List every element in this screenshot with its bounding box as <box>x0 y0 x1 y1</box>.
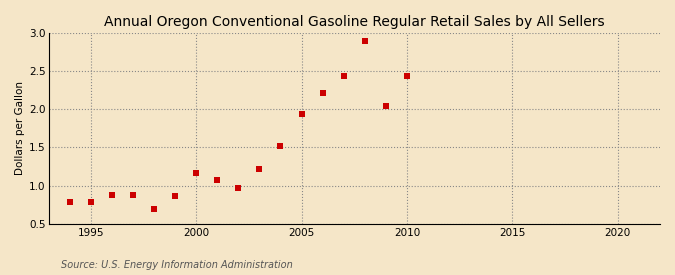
Point <box>233 186 244 190</box>
Point <box>85 199 96 204</box>
Point <box>359 39 370 43</box>
Point <box>381 104 392 108</box>
Point <box>402 74 412 79</box>
Point <box>191 171 202 176</box>
Y-axis label: Dollars per Gallon: Dollars per Gallon <box>15 81 25 175</box>
Point <box>317 90 328 95</box>
Text: Source: U.S. Energy Information Administration: Source: U.S. Energy Information Administ… <box>61 260 292 270</box>
Point <box>148 207 159 211</box>
Point <box>275 144 286 148</box>
Point <box>128 192 138 197</box>
Point <box>338 73 349 78</box>
Point <box>64 200 75 205</box>
Point <box>169 193 180 198</box>
Point <box>254 167 265 171</box>
Point <box>296 112 307 116</box>
Point <box>212 178 223 183</box>
Point <box>107 192 117 197</box>
Title: Annual Oregon Conventional Gasoline Regular Retail Sales by All Sellers: Annual Oregon Conventional Gasoline Regu… <box>104 15 605 29</box>
